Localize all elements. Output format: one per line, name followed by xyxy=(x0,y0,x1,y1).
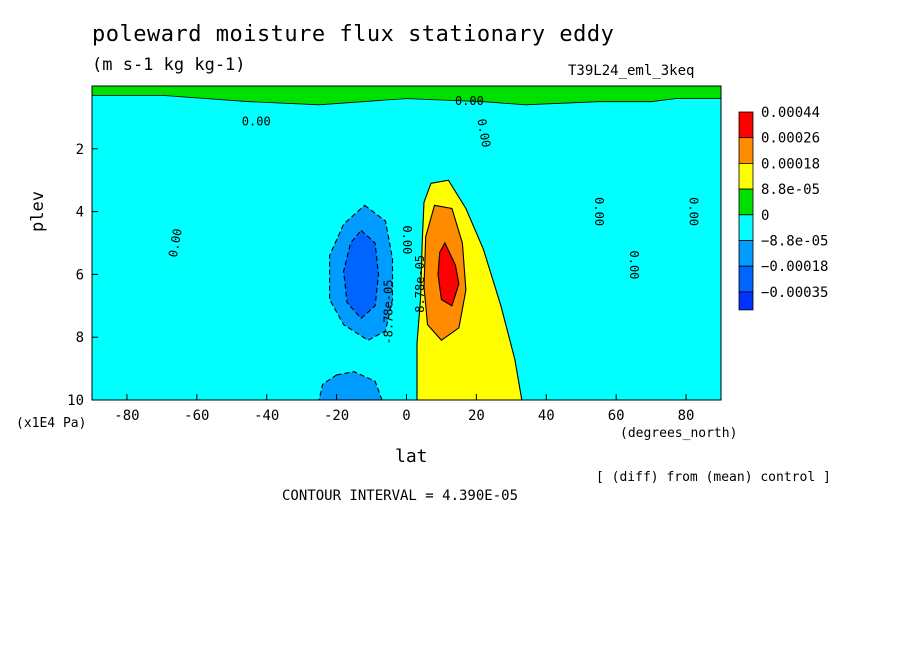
colorbar-label: −0.00018 xyxy=(761,259,828,275)
x-axis-label: lat xyxy=(395,446,428,467)
contour-label: 0.00 xyxy=(687,197,701,226)
y-tick-label: 2 xyxy=(76,142,84,158)
x-tick-label: 60 xyxy=(608,408,625,424)
colorbar-swatch xyxy=(738,162,754,190)
colorbar-label: −8.8e-05 xyxy=(761,234,828,250)
chart-units: (m s-1 kg kg-1) xyxy=(92,55,246,75)
x-tick-label: 80 xyxy=(678,408,695,424)
x-tick-label: -40 xyxy=(254,408,279,424)
y-tick-label: 8 xyxy=(76,330,84,346)
colorbar-label: 0.00026 xyxy=(761,131,820,147)
colorbar-swatch xyxy=(738,214,754,241)
colorbar-label: −0.00035 xyxy=(761,285,828,301)
y-axis-units: (x1E4 Pa) xyxy=(16,416,87,431)
contour-label: 0.00 xyxy=(474,118,493,149)
colorbar-swatch xyxy=(738,265,754,293)
x-tick-label: 20 xyxy=(468,408,485,424)
colorbar-swatch xyxy=(738,291,754,311)
contour-label: 0.00 xyxy=(166,227,185,258)
colorbar-label: 0 xyxy=(761,208,769,224)
contour-interval: CONTOUR INTERVAL = 4.390E-05 xyxy=(282,488,519,504)
contour-label: 0.00 xyxy=(592,197,606,226)
contour-label: 0.00 xyxy=(627,251,641,280)
colorbar-swatch xyxy=(738,111,754,139)
negative-region-level-2 xyxy=(318,371,383,400)
y-tick-label: 10 xyxy=(67,393,84,409)
negative-region-level-3 xyxy=(343,229,380,320)
contour-label: 0.00 xyxy=(242,115,271,129)
colorbar-label: 0.00044 xyxy=(761,105,820,121)
diff-note: [ (diff) from (mean) control ] xyxy=(596,470,831,485)
positive-region-level-4 xyxy=(437,241,460,307)
x-tick-label: -80 xyxy=(114,408,139,424)
run-id: T39L24_eml_3keq xyxy=(568,63,695,79)
colorbar-label: 8.8e-05 xyxy=(761,182,820,198)
contour-label: 0.00 xyxy=(400,225,414,254)
axes: -80 -60 -40 -20 0 20 40 60 80 2 4 6 8 10 xyxy=(67,85,722,424)
plot-area: 0.00 0.00 0.00 0.00 0.00 0.00 0.00 0.00 -8.78e-0… xyxy=(92,86,721,400)
x-tick-label: 0 xyxy=(402,408,410,424)
y-tick-label: 6 xyxy=(76,267,84,283)
y-tick-label: 4 xyxy=(76,205,84,221)
colorbar: 0.00044 0.00026 0.00018 8.8e-05 0 −8.8e-05 −0.… xyxy=(738,105,828,311)
contour-label: -8.78e-05 xyxy=(382,280,396,345)
x-tick-label: 40 xyxy=(538,408,555,424)
colorbar-swatch xyxy=(738,188,754,216)
x-tick-label: -20 xyxy=(324,408,349,424)
x-tick-label: -60 xyxy=(184,408,209,424)
negative-region-level-1 xyxy=(92,95,721,400)
colorbar-swatch xyxy=(738,137,754,164)
contour-label: 8.78e-05 xyxy=(413,255,427,313)
colorbar-label: 0.00018 xyxy=(761,156,820,172)
contour-label: 0.00 xyxy=(455,94,484,108)
chart-title: poleward moisture flux stationary eddy xyxy=(92,22,615,47)
x-axis-units: (degrees_north) xyxy=(620,426,738,441)
colorbar-swatch xyxy=(738,240,754,267)
